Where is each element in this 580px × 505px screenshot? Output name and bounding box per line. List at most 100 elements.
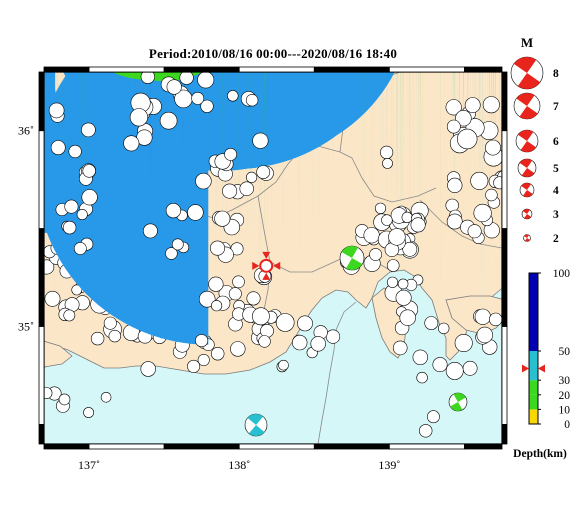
depth-tick-label-50: 50 [559,346,571,358]
depth-colorbar-segment-2 [529,380,538,395]
earthquake-event-254 [245,72,259,107]
earthquake-event-289 [382,72,393,169]
mainshock-epicenter-marker [252,251,281,280]
epicenter-triangle [262,251,271,259]
magnitude-legend-ball-4 [519,182,535,198]
earthquake-event-259 [395,72,412,306]
frame-bar-top [464,66,503,73]
depth-marker-right [538,364,545,373]
earthquake-event-258 [405,72,418,291]
lat-tick-label-0: 36˚ [18,124,34,138]
earthquake-event-260 [386,72,400,272]
frame-bar-bottom [43,443,90,450]
earthquake-event-176 [438,72,450,335]
frame-bar-top [88,66,165,73]
earthquake-event-241 [159,72,178,130]
depth-colorbar-segment-0 [529,409,538,424]
frame-bar-top [388,66,465,73]
earthquake-event-5 [44,72,238,275]
earthquake-event-163 [224,72,237,161]
depth-tick-label-10: 10 [559,404,571,416]
frame-bar-top [313,66,390,73]
earthquake-event-105 [73,72,203,255]
earthquake-event-74 [187,72,323,373]
earthquake-event-116 [210,72,226,256]
earthquake-event-119 [187,72,204,221]
magnitude-legend-ball-8 [510,56,544,90]
earthquake-event-266 [419,72,433,438]
magnitude-legend-label-8: 8 [553,68,559,80]
lon-tick-label-1: 138˚ [228,458,250,472]
earthquake-event-262 [397,72,409,290]
earthquake-event-172 [454,72,473,352]
earthquake-event-203 [410,72,426,233]
depth-legend-title: Depth(km) [513,448,567,460]
magnitude-legend: M 8 7 6 5 4 3 2 [510,35,559,245]
earthquake-event-180 [432,72,448,373]
depth-colorbar-outline [528,272,539,425]
earthquake-event-27 [108,72,309,343]
earthquake-event-149 [81,72,96,138]
earthquake-event-45 [103,72,294,330]
earthquake-event-103 [62,72,176,235]
earthquake-event-115 [171,72,184,251]
earthquake-event-123 [246,72,261,306]
earthquake-event-155 [82,72,96,178]
frame-bar-left [38,71,45,132]
depth-tick-label-20: 20 [559,390,571,402]
earthquake-event-153 [68,72,82,159]
earthquake-event-75 [211,72,225,361]
land-chita-atsumi [44,340,73,368]
earthquake-events-layer [44,72,502,438]
frame-bar-top [238,66,315,73]
earthquake-event-126 [232,72,245,289]
depth-colorbar-segment-4 [529,273,538,351]
earthquake-event-231 [476,72,493,344]
earthquake-event-122 [228,72,242,301]
frame-bar-right [501,71,508,132]
frame-bar-bottom [238,443,315,450]
earthquake-event-43 [90,72,315,346]
frame-bar-left [38,424,45,445]
earthquake-event-279 [446,72,461,134]
earthquake-event-223 [251,72,270,326]
frame-bar-top [163,66,240,73]
earthquake-event-242 [179,72,194,85]
map-frame [38,66,508,450]
magnitude-legend-ball-3 [521,208,533,220]
earthquake-event-136 [369,72,382,261]
earthquake-event-199 [381,72,393,226]
earthquake-event-217 [292,72,308,351]
frame-bar-bottom [163,443,240,450]
magnitude-legend-label-7: 7 [553,101,559,113]
magnitude-legend-label-6: 6 [553,136,559,148]
earthquake-event-large-boso [448,392,468,412]
earthquake-event-20 [63,72,291,322]
earthquake-event-202 [388,72,406,246]
earthquake-event-large-offshore [244,413,268,437]
frame-bar-bottom [464,443,503,450]
depth-colorbar-segment-3 [529,351,538,381]
frame-bar-left [38,130,45,230]
earthquake-event-243 [191,72,205,105]
earthquake-event-166 [214,72,231,227]
frame-bar-left [38,326,45,425]
axis-labels: 137˚ 138˚ 139˚ 36˚ 35˚ [18,124,400,472]
earthquake-event-245 [166,72,182,95]
earthquake-event-181 [412,72,428,365]
earthquake-event-237 [140,72,155,84]
depth-tick-label-100: 100 [553,268,571,280]
frame-bar-top [43,66,90,73]
trough-line [317,301,357,444]
earthquake-event-148 [81,72,98,206]
earthquake-event-278 [485,72,501,156]
earthquake-event-248 [129,72,148,127]
frame-bar-right [501,326,508,425]
magnitude-legend-ball-5 [517,158,537,178]
depth-tick-label-30: 30 [559,375,571,387]
earthquake-event-234 [200,72,214,113]
earthquake-event-251 [48,72,65,119]
earthquake-event-186 [278,72,289,371]
